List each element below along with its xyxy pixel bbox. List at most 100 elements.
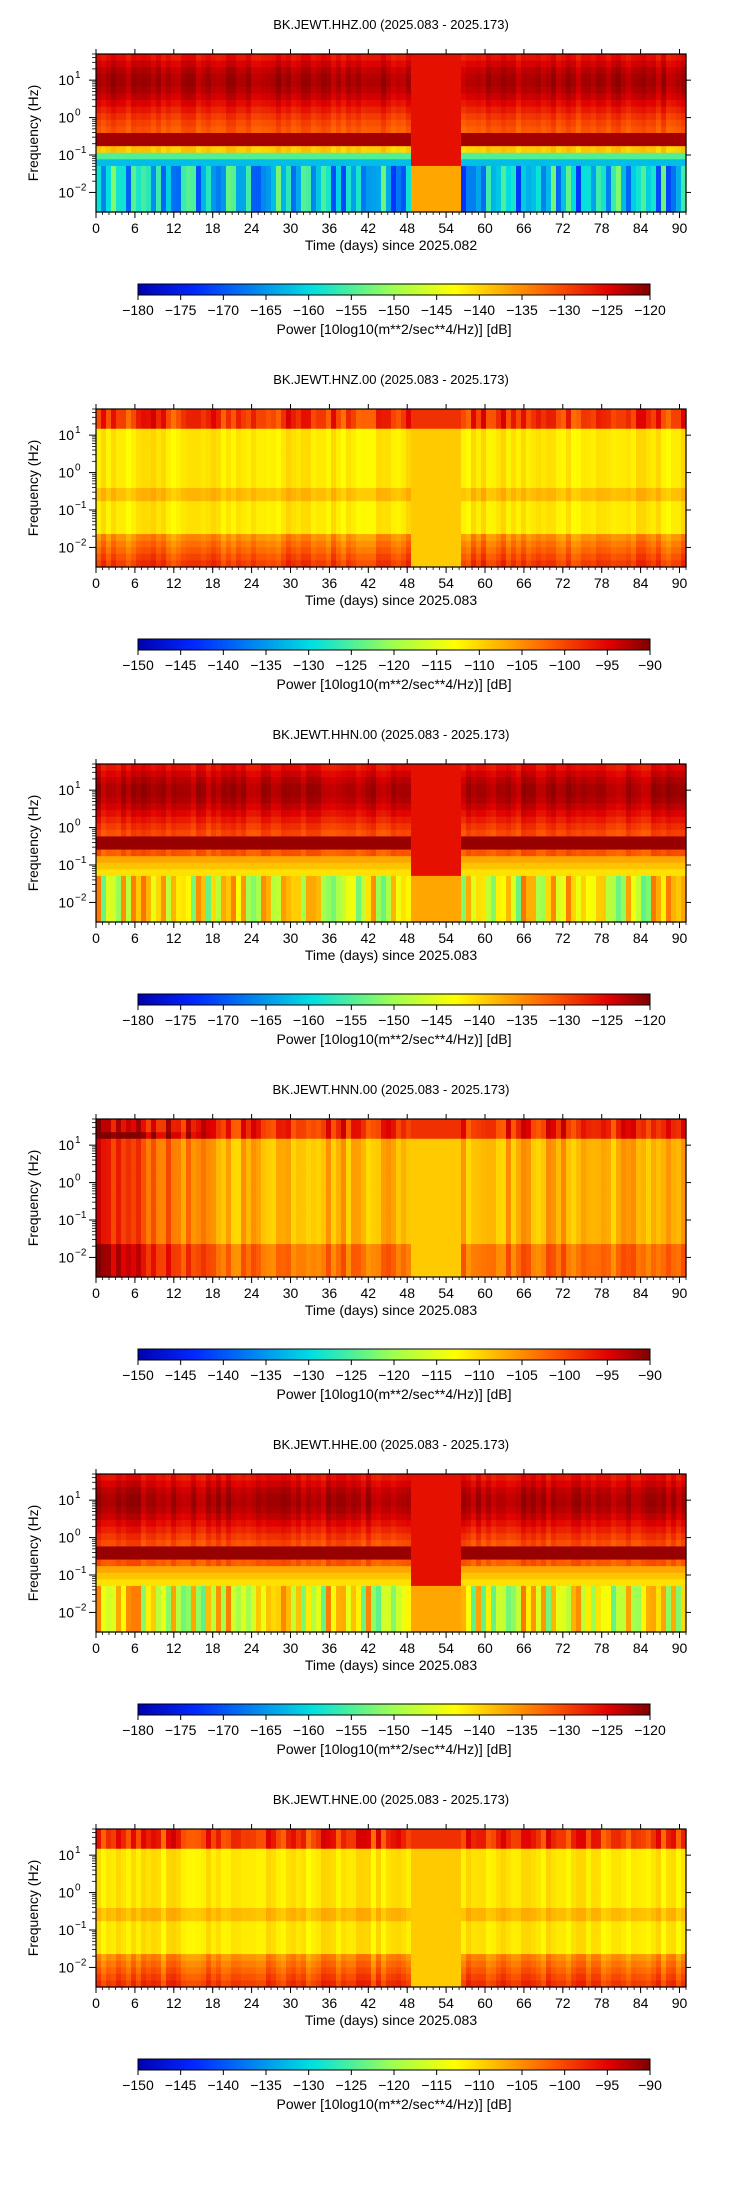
heatmap-cell [466,441,472,450]
heatmap-cell [181,448,187,456]
heatmap-cell [126,159,132,167]
heatmap-cell [326,100,332,108]
heatmap-cell [101,179,107,187]
heatmap-cell [191,165,197,174]
heatmap-cell [311,461,317,469]
heatmap-cell [161,159,167,167]
heatmap-cell [286,93,292,101]
heatmap-cell [141,448,147,456]
heatmap-cell [316,520,322,529]
heatmap [96,54,687,213]
heatmap-cell [411,67,417,75]
heatmap-cell [261,106,267,114]
heatmap-cell [141,441,147,450]
heatmap-cell [111,435,117,443]
heatmap-cell [121,409,127,417]
heatmap-cell [476,205,482,213]
heatmap-cell [616,179,622,187]
heatmap-cell [436,60,442,68]
heatmap-cell [676,152,682,160]
heatmap-cell [651,159,657,167]
heatmap-cell [441,553,447,562]
heatmap-cell [431,165,437,174]
heatmap-cell [261,553,267,562]
heatmap-cell [256,527,262,535]
heatmap-cell [471,409,477,417]
heatmap-cell [441,80,447,88]
heatmap-cell [391,146,397,154]
heatmap-cell [326,474,332,483]
heatmap-cell [496,192,502,200]
heatmap-cell [381,514,387,522]
heatmap-cell [681,67,687,75]
heatmap-cell [421,540,427,548]
heatmap-cell [306,185,312,193]
heatmap-cell [256,514,262,522]
heatmap-cell [451,435,457,443]
heatmap-cell [96,165,102,174]
heatmap-cell [291,435,297,443]
heatmap-cell [211,139,217,147]
heatmap-cell [326,547,332,555]
y-tick-label: 10 [58,110,74,126]
heatmap-cell [221,192,227,200]
heatmap-cell [361,468,367,476]
heatmap-cell [651,198,657,207]
heatmap-cell [311,100,317,108]
heatmap-cell [436,126,442,134]
heatmap-cell [331,93,337,101]
heatmap-cell [411,60,417,68]
heatmap-cell [621,60,627,68]
heatmap-cell [191,159,197,167]
heatmap-cell [366,146,372,154]
heatmap-cell [206,448,212,456]
heatmap-cell [196,474,202,483]
heatmap-cell [286,205,292,213]
heatmap-cell [231,507,237,515]
heatmap-cell [576,198,582,207]
heatmap-cell [486,540,492,548]
heatmap-cell [331,126,337,134]
heatmap-cell [646,146,652,154]
heatmap-cell [286,113,292,121]
heatmap-cell [621,133,627,141]
heatmap-cell [521,86,527,95]
heatmap-cell [341,527,347,535]
heatmap-cell [191,113,197,121]
heatmap-cell [426,192,432,200]
heatmap-cell [191,54,197,62]
heatmap-cell [181,198,187,207]
heatmap-cell [381,113,387,121]
heatmap-cell [131,461,137,469]
heatmap-cell [201,560,207,568]
heatmap-cell [481,409,487,417]
heatmap-cell [486,507,492,515]
heatmap-cell [536,73,542,81]
heatmap-cell [156,448,162,456]
heatmap-cell [311,73,317,81]
heatmap-cell [571,126,577,134]
heatmap-cell [331,409,337,417]
heatmap-cell [386,179,392,187]
heatmap-cell [326,441,332,450]
heatmap-cell [186,165,192,174]
heatmap-cell [441,205,447,213]
heatmap-cell [406,441,412,450]
y-tick-base: 10 [58,184,74,200]
heatmap-cell [111,139,117,147]
heatmap-cell [256,428,262,436]
heatmap-cell [521,119,527,128]
heatmap-cell [386,441,392,450]
heatmap-cell [156,520,162,529]
heatmap-cell [426,422,432,430]
heatmap-cell [376,428,382,436]
heatmap-cell [461,448,467,456]
heatmap-cell [491,159,497,167]
heatmap-cell [361,106,367,114]
heatmap-cell [181,146,187,154]
heatmap-cell [196,428,202,436]
heatmap-cell [226,507,232,515]
heatmap-cell [246,540,252,548]
heatmap-cell [256,422,262,430]
heatmap-cell [396,119,402,128]
